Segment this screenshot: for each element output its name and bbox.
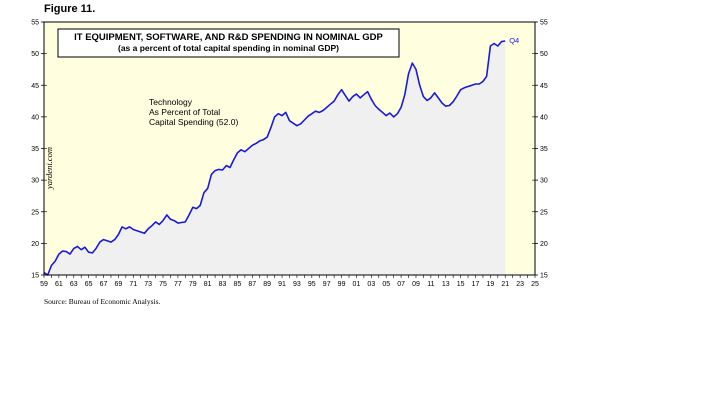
x-tick-label: 63 — [70, 281, 78, 288]
x-tick-label: 83 — [219, 281, 227, 288]
chart-title: IT EQUIPMENT, SOFTWARE, AND R&D SPENDING… — [74, 32, 383, 43]
y-ticks: 15 15 20 20 25 25 30 30 35 35 40 40 45 45 50 50 55 55 — [31, 20, 548, 280]
x-tick-label: 91 — [278, 281, 286, 288]
y-tick-label-left: 50 — [31, 51, 39, 58]
x-ticks: 59 61 63 65 67 69 71 73 75 77 79 81 83 85 87 89 91 93 95 97… — [40, 275, 539, 288]
annotation-line: As Percent of Total — [149, 107, 220, 117]
y-tick-label-left: 25 — [31, 209, 39, 216]
x-tick-label: 15 — [457, 281, 465, 288]
series-area — [44, 41, 506, 275]
x-tick-label: 79 — [189, 281, 197, 288]
x-tick-label: 65 — [85, 281, 93, 288]
chart-subtitle: (as a percent of total capital spending … — [118, 43, 339, 53]
x-tick-label: 25 — [531, 281, 539, 288]
x-tick-label: 09 — [412, 281, 420, 288]
x-tick-label: 99 — [338, 281, 346, 288]
x-tick-label: 73 — [144, 281, 152, 288]
x-tick-label: 21 — [501, 281, 509, 288]
x-tick-label: 89 — [263, 281, 271, 288]
x-tick-label: 95 — [308, 281, 316, 288]
x-tick-label: 61 — [55, 281, 63, 288]
x-tick-label: 77 — [174, 281, 182, 288]
y-tick-label-left: 40 — [31, 114, 39, 121]
y-tick-label-right: 45 — [540, 83, 548, 90]
x-tick-label: 01 — [353, 281, 361, 288]
end-label: Q4 — [509, 36, 519, 45]
x-tick-label: 19 — [486, 281, 494, 288]
x-tick-label: 87 — [248, 281, 256, 288]
x-tick-label: 97 — [323, 281, 331, 288]
forecast-band — [509, 22, 535, 275]
x-tick-label: 13 — [442, 281, 450, 288]
y-tick-label-left: 55 — [31, 20, 39, 27]
y-tick-label-left: 20 — [31, 241, 39, 248]
x-tick-label: 11 — [427, 281, 434, 288]
x-tick-label: 59 — [40, 281, 48, 288]
title-box-frame — [57, 28, 400, 58]
y-tick-label-right: 25 — [540, 209, 548, 216]
x-tick-label: 81 — [204, 281, 212, 288]
y-tick-label-left: 35 — [31, 146, 39, 153]
line-layer — [43, 40, 506, 276]
y-tick-label-right: 50 — [540, 51, 548, 58]
y-tick-label-right: 55 — [540, 20, 548, 27]
y-tick-label-right: 40 — [540, 114, 548, 121]
x-tick-label: 07 — [397, 281, 405, 288]
watermark: yardeni.com — [44, 147, 54, 190]
title-box: IT EQUIPMENT, SOFTWARE, AND R&D SPENDING… — [57, 28, 400, 58]
x-tick-label: 75 — [159, 281, 167, 288]
forecast-band-layer — [509, 22, 535, 275]
x-tick-label: 23 — [516, 281, 524, 288]
x-tick-label: 69 — [114, 281, 122, 288]
x-tick-label: 85 — [234, 281, 242, 288]
y-tick-label-left: 30 — [31, 178, 39, 185]
series-line — [43, 40, 506, 276]
series-annotation: Technology As Percent of Total Capital Spe… — [149, 97, 238, 127]
annotation-line: Technology — [149, 97, 193, 107]
x-tick-label: 71 — [129, 281, 137, 288]
y-tick-label-right: 35 — [540, 146, 548, 153]
x-tick-label: 05 — [382, 281, 390, 288]
x-tick-label: 67 — [100, 281, 108, 288]
x-tick-label: 17 — [472, 281, 480, 288]
x-tick-label: 03 — [367, 281, 375, 288]
figure-label: Figure 11. — [44, 3, 96, 15]
y-tick-label-right: 30 — [540, 178, 548, 185]
annotation-line: Capital Spending (52.0) — [149, 117, 238, 127]
y-tick-label-right: 15 — [540, 273, 548, 280]
y-tick-label-right: 20 — [540, 241, 548, 248]
source-note: Source: Bureau of Economic Analysis. — [44, 297, 161, 306]
y-tick-label-left: 45 — [31, 83, 39, 90]
y-tick-label-left: 15 — [31, 273, 39, 280]
area-layer — [44, 41, 506, 275]
x-tick-label: 93 — [293, 281, 301, 288]
